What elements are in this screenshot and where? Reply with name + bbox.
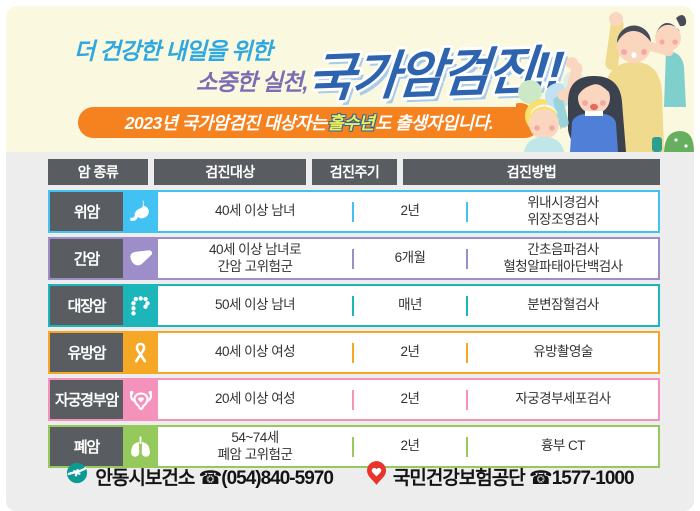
column-divider (352, 248, 354, 269)
banner-highlight: 홀수년 (327, 113, 375, 133)
screening-method: 간초음파검사 혈청알파태아단백검사 (503, 242, 623, 274)
cancer-name-label: 간암 (50, 239, 123, 278)
grandmother-figure (524, 89, 569, 152)
column-divider (466, 389, 468, 410)
cancer-name-label: 유방암 (50, 333, 123, 372)
screening-target: 40세 이상 남녀 (214, 203, 296, 219)
screening-cycle: 2년 (400, 391, 420, 407)
screening-method: 자궁경부세포검사 (515, 391, 611, 407)
colon-icon (123, 286, 158, 325)
screening-method: 위내시경검사 위장조영검사 (527, 195, 599, 227)
nhis-pin-icon (366, 461, 386, 491)
column-divider (352, 389, 354, 410)
table-row-lung: 폐암 54~74세 폐암 고위험군 2년 흉부 CT (48, 425, 660, 468)
poster-header: 더 건강한 내일을 위한 소중한 실천, 국가암검진!! 2023년 국가암검진… (6, 6, 694, 152)
column-divider (352, 436, 354, 457)
screening-cycle: 2년 (400, 203, 420, 219)
screening-target: 40세 이상 남녀로 간암 고위험군 (208, 242, 302, 274)
bush-icon (652, 131, 694, 152)
column-divider (466, 436, 468, 457)
table-row-stomach: 위암 40세 이상 남녀 2년 위내시경검사 위장조영검사 (48, 190, 660, 233)
screening-table: 암 종류 검진대상 검진주기 검진방법 위암 40세 이상 남녀 2년 (48, 159, 660, 472)
health-center-logo-icon (66, 462, 88, 490)
banner-text-prefix: 2023년 국가암검진 대상자는 (124, 113, 327, 133)
uterus-icon (123, 380, 158, 419)
column-divider (352, 295, 354, 316)
target-year-banner: 2023년 국가암검진 대상자는 홀수년 도 출생자입니다. (78, 107, 540, 138)
nhis-contact: 국민건강보험공단 ☎1577-1000 (366, 461, 635, 491)
table-rows: 위암 40세 이상 남녀 2년 위내시경검사 위장조영검사 간암 (48, 190, 660, 468)
column-divider (466, 342, 468, 363)
column-divider (352, 201, 354, 222)
cancer-name-label: 대장암 (50, 286, 123, 325)
table-row-colorectal: 대장암 50세 이상 남녀 매년 분변잠혈검사 (48, 284, 660, 327)
table-row-liver: 간암 40세 이상 남녀로 간암 고위험군 6개월 간초음파검사 혈청알파태아단… (48, 237, 660, 280)
banner-text-suffix: 도 출생자입니다. (375, 113, 494, 133)
screening-target: 54~74세 폐암 고위험군 (217, 430, 293, 462)
column-header-cycle: 검진주기 (312, 159, 397, 185)
screening-cycle: 2년 (400, 438, 420, 454)
column-divider (352, 342, 354, 363)
table-header-row: 암 종류 검진대상 검진주기 검진방법 (48, 159, 660, 185)
column-header-cancer-type: 암 종류 (48, 159, 148, 185)
column-divider (466, 201, 468, 222)
cancer-name-label: 위암 (50, 192, 123, 231)
screening-cycle: 6개월 (394, 250, 426, 266)
tagline-line2: 소중한 실천, (196, 69, 309, 95)
screening-target: 50세 이상 남녀 (214, 297, 296, 313)
health-center-contact: 안동시보건소 ☎(054)840-5970 (66, 462, 334, 490)
ribbon-icon (123, 333, 158, 372)
screening-method: 분변잠혈검사 (527, 297, 599, 313)
column-header-method: 검진방법 (403, 159, 660, 185)
screening-cycle: 2년 (400, 344, 420, 360)
screening-target: 40세 이상 여성 (214, 344, 296, 360)
contact-label: 안동시보건소 ☎(054)840-5970 (95, 467, 333, 489)
table-row-breast: 유방암 40세 이상 여성 2년 유방촬영술 (48, 331, 660, 374)
column-header-target: 검진대상 (154, 159, 306, 185)
column-divider (466, 248, 468, 269)
screening-cycle: 매년 (398, 297, 422, 313)
tagline-line1: 더 건강한 내일을 위한 (74, 38, 273, 64)
poster-inner: 더 건강한 내일을 위한 소중한 실천, 국가암검진!! 2023년 국가암검진… (6, 6, 694, 511)
table-row-cervical: 자궁경부암 20세 (48, 378, 660, 421)
liver-icon (123, 239, 158, 278)
contact-footer: 안동시보건소 ☎(054)840-5970 국민건강보험공단 ☎1577-100… (6, 460, 694, 492)
family-illustration (516, 12, 694, 152)
cancer-name-label: 자궁경부암 (50, 380, 123, 419)
screening-method: 유방촬영술 (533, 344, 593, 360)
stomach-icon (123, 192, 158, 231)
poster-body: 암 종류 검진대상 검진주기 검진방법 위암 40세 이상 남녀 2년 (6, 152, 694, 511)
column-divider (466, 295, 468, 316)
contact-label: 국민건강보험공단 ☎1577-1000 (392, 467, 635, 489)
screening-target: 20세 이상 여성 (214, 391, 296, 407)
screening-method: 흉부 CT (540, 438, 586, 454)
lungs-icon (123, 427, 158, 466)
cancer-name-label: 폐암 (50, 427, 123, 466)
woman-figure (563, 57, 626, 152)
